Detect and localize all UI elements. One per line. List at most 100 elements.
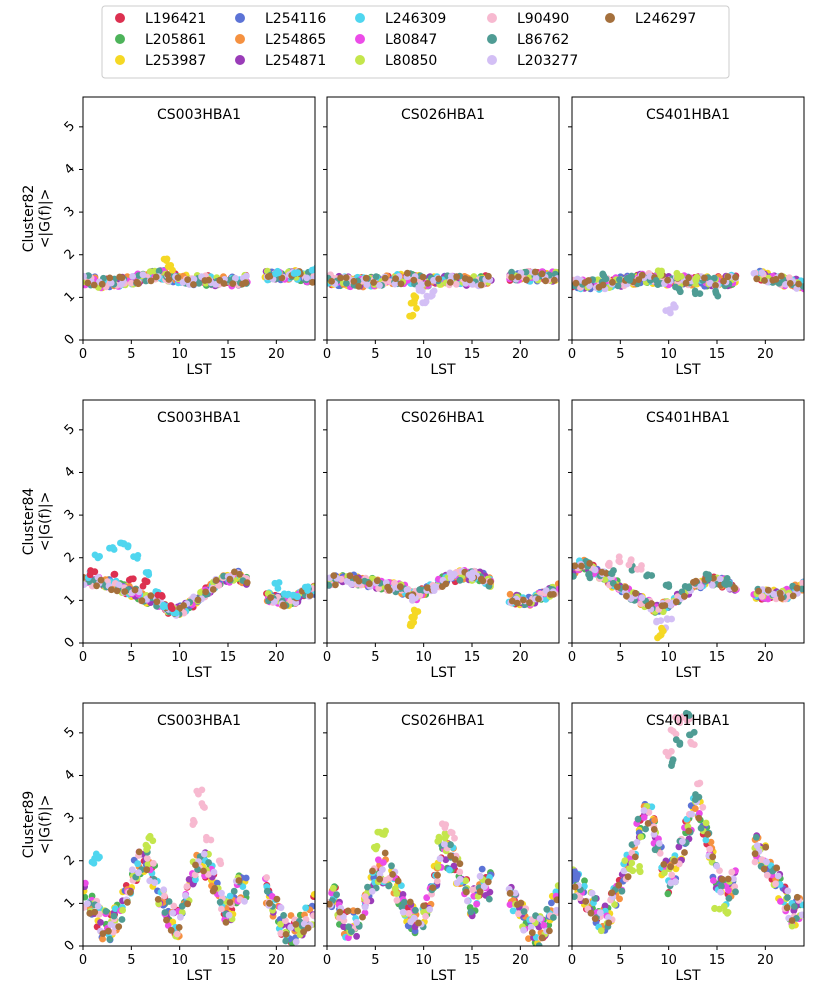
data-point [446, 569, 454, 577]
data-point [382, 827, 389, 835]
data-point [410, 606, 418, 614]
panel-cs003hba1: CS003HBA1 0 5 10 15 20 LST 0 1 2 3 4 5 [62, 702, 316, 984]
data-point [752, 834, 760, 841]
data-point [484, 878, 492, 886]
x-tick-label: 10 [660, 347, 677, 362]
panel-frame [82, 96, 316, 341]
data-point [441, 840, 448, 848]
data-point [304, 924, 312, 932]
data-point [554, 882, 559, 890]
data-point [709, 853, 717, 861]
data-point [763, 871, 771, 879]
data-point [84, 279, 92, 287]
data-point [355, 577, 363, 585]
x-tick-label: 5 [616, 953, 624, 968]
data-point [608, 570, 616, 577]
y-tick-label: 3 [62, 810, 78, 826]
data-point [220, 280, 228, 287]
data-point [393, 890, 400, 897]
data-point [129, 273, 137, 280]
data-point [165, 898, 173, 905]
data-point [120, 540, 128, 547]
data-point [200, 850, 208, 858]
data-point [691, 805, 699, 812]
data-point [661, 602, 669, 609]
data-point [370, 279, 377, 286]
data-point [266, 272, 274, 280]
data-point [83, 272, 87, 280]
legend-marker [235, 13, 245, 23]
data-point [302, 904, 309, 912]
data-point [550, 591, 557, 598]
data-point [669, 756, 677, 764]
data-point [452, 280, 460, 288]
data-point [193, 787, 201, 795]
data-point [772, 880, 779, 888]
data-point [102, 908, 110, 915]
data-point [376, 875, 384, 883]
data-point [731, 883, 739, 891]
data-point [180, 602, 188, 609]
data-point [363, 897, 371, 905]
data-point [242, 874, 250, 882]
x-axis-label: LST [675, 362, 701, 378]
data-point [778, 272, 785, 280]
x-tick-label: 10 [415, 347, 432, 362]
x-tick-label: 5 [127, 953, 135, 968]
data-point [410, 619, 418, 626]
y-tick-label: 4 [62, 767, 78, 783]
data-point [291, 269, 299, 277]
data-point [631, 853, 639, 861]
data-point [545, 921, 553, 929]
data-point [110, 912, 118, 920]
row-ylabel: Cluster89<|G(f)|> [21, 791, 53, 859]
data-point [327, 900, 333, 908]
legend-entry: L254865 [235, 32, 326, 48]
legend-entry: L90490 [487, 11, 569, 27]
data-point [111, 905, 119, 912]
x-tick-label: 10 [415, 650, 432, 665]
data-point [236, 570, 244, 578]
data-point [640, 814, 648, 821]
data-point [676, 288, 684, 296]
legend-entry: L205861 [115, 32, 206, 48]
data-point [462, 877, 470, 885]
data-point [419, 299, 427, 307]
data-point [399, 908, 407, 916]
data-point [464, 897, 471, 905]
data-point [714, 292, 722, 300]
data-point [758, 269, 766, 277]
data-point [308, 266, 315, 274]
data-point [640, 807, 648, 814]
data-point [127, 279, 135, 287]
data-point [146, 832, 154, 840]
data-point [716, 575, 724, 583]
data-point [282, 931, 290, 938]
x-axis-label: LST [430, 665, 456, 681]
data-point [550, 914, 557, 921]
data-point [192, 876, 199, 884]
legend-marker [115, 13, 125, 23]
y-tick-label: 2 [62, 853, 78, 869]
data-point [266, 899, 273, 907]
data-point [669, 727, 677, 735]
row-ylabel: Cluster82<|G(f)|> [21, 185, 53, 253]
data-point [508, 274, 516, 281]
panel-cs003hba1: CS003HBA1 0 5 10 15 20 LST 0 1 2 3 4 5 [62, 399, 316, 681]
panel-frame [571, 702, 805, 947]
panel-cs401hba1: CS401HBA1 0 5 10 15 20 LST [568, 702, 805, 984]
data-point [405, 910, 413, 917]
data-point [591, 894, 599, 902]
data-point [139, 582, 147, 590]
data-point [712, 287, 719, 295]
data-point [582, 898, 590, 905]
data-point [578, 562, 585, 570]
data-point [730, 875, 737, 883]
legend-marker [115, 55, 125, 65]
data-point [409, 311, 417, 319]
x-tick-label: 5 [616, 650, 624, 665]
data-point [99, 930, 107, 937]
data-point [283, 591, 291, 599]
data-point [540, 921, 548, 929]
data-point [448, 272, 455, 280]
